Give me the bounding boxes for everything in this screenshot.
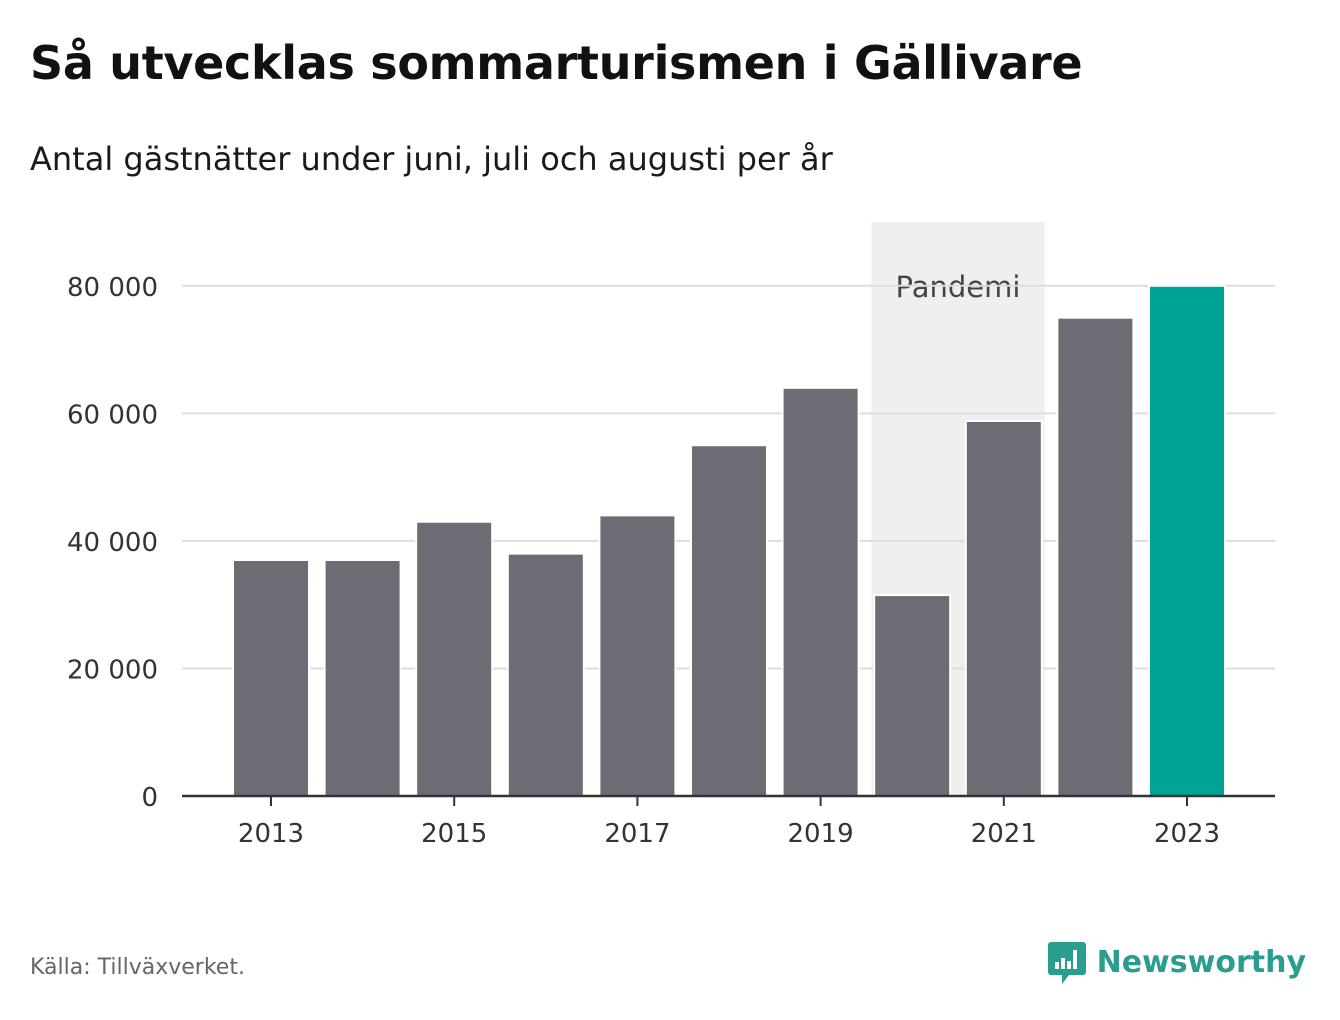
bar-2017 [598,514,677,798]
bar-2023 [1148,284,1226,797]
source-note: Källa: Tillväxverket. [30,955,245,980]
bar-2014 [323,559,402,797]
brand-name: Newsworthy [1096,944,1306,980]
bar-2015 [415,520,494,797]
bar-2018 [690,444,768,797]
x-tick-label: 2013 [238,819,304,849]
bar-2020 [873,594,952,797]
x-tick-label: 2023 [1154,819,1220,849]
brand-logo[interactable]: Newsworthy [1047,938,1306,986]
bar-2013 [232,559,310,797]
y-tick-label: 40 000 [67,528,158,558]
x-tick-label: 2019 [788,819,854,849]
annotation-label: Pandemi [896,270,1021,304]
x-tick-label: 2021 [971,819,1037,849]
bar-2022 [1056,316,1135,797]
bar-2016 [506,552,585,798]
y-tick-label: 20 000 [67,655,158,685]
bar-chart: Pandemi 0 20 000 40 000 60 000 80 000 2013 2015… [67,222,1275,849]
x-tick-label: 2015 [421,819,487,849]
y-tick-label: 80 000 [67,273,158,303]
newsworthy-logo-icon [1047,942,1086,984]
chart-title: Så utvecklas sommarturismen i Gällivare [30,36,1083,90]
x-tick-label: 2017 [604,819,670,849]
y-tick-label: 60 000 [67,400,158,430]
chart-subtitle: Antal gästnätter under juni, juli och au… [30,140,833,178]
bar-2019 [781,386,860,797]
bar-2021 [964,419,1043,797]
y-tick-label: 0 [141,783,158,813]
